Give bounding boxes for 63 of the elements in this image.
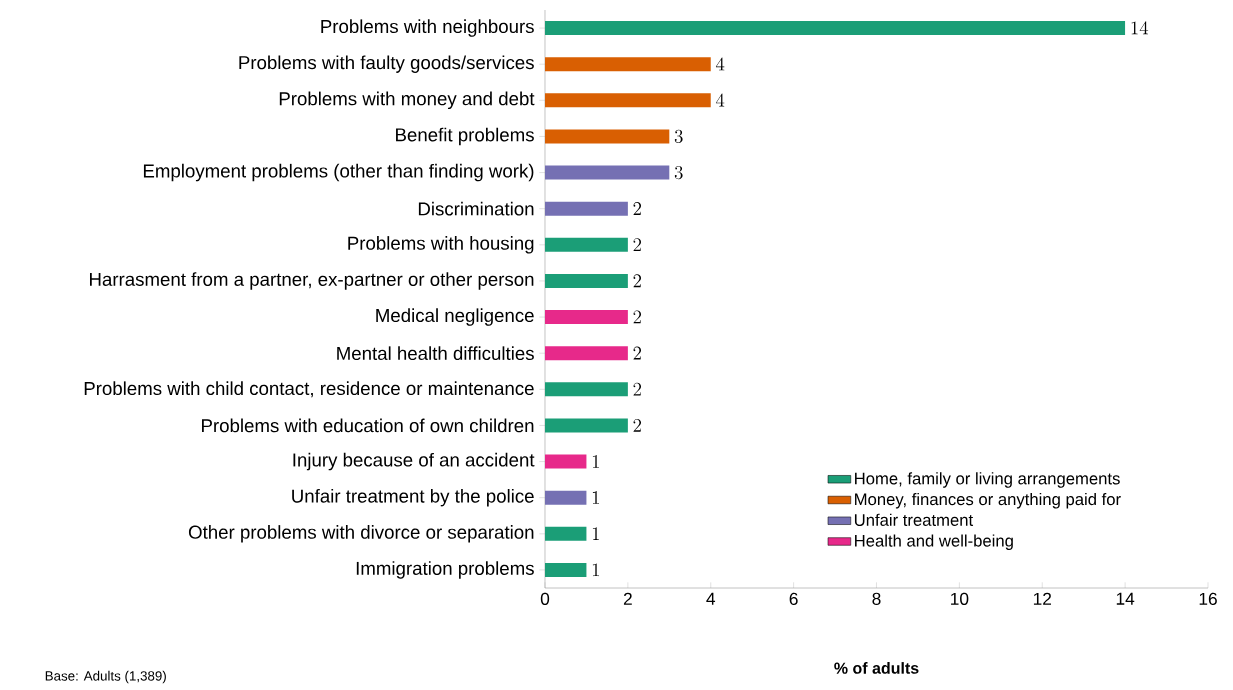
bar [545,129,670,144]
data-label: 4 [715,93,725,107]
legend-label: Money, finances or anything paid for [855,492,1121,509]
data-label: 1 [592,491,600,504]
data-label: 1 [592,455,600,468]
bar [545,526,587,541]
bar [545,310,628,325]
bar [545,346,628,361]
x-tick-label: 8 [872,592,881,605]
data-label: 2 [633,418,642,432]
x-tick-label: 16 [1199,592,1217,605]
y-tick-label: Harrasment from a partner, ex-partner or other person [90,272,534,290]
bar [545,562,587,577]
data-label: 2 [633,346,642,360]
text: Base: Adults (1,389) [45,670,166,684]
data-label: 14 [1131,21,1149,35]
x-tick-label: 2 [623,592,632,605]
bar [545,57,711,72]
data-label: 2 [633,274,642,288]
y-tick-label: Benefit problems [396,127,534,146]
y-tick-label: Immigration problems [356,561,534,579]
legend-label: Unfair treatment [854,513,974,526]
x-tick-label: 4 [706,592,716,605]
y-tick-label: Medical negligence [376,308,534,326]
data-label: 2 [633,202,642,215]
x-tick-label: 14 [1116,592,1135,605]
legend-label: Health and well-being [855,534,1013,550]
y-tick-label: Problems with housing [348,236,534,254]
bar [545,273,628,288]
y-tick-label: Injury because of an accident [293,452,535,471]
data-label: 4 [715,57,725,71]
data-label: 1 [592,563,600,577]
data-label: 2 [633,310,642,324]
y-tick-label: Other problems with divorce or separation [188,525,534,543]
data-label: 2 [633,382,642,396]
bar [545,490,587,505]
data-label: 2 [633,238,642,252]
bar [545,418,628,433]
bar [545,454,587,469]
data-label: 3 [674,166,683,180]
y-tick-label: Mental health difficulties [337,346,534,361]
bar [545,165,670,180]
bar [545,201,628,216]
y-tick-label: Problems with money and debt [279,91,535,110]
x-axis-title: % of adults [834,662,919,674]
y-tick-label: Problems with neighbours [321,19,534,37]
x-tick-label: 10 [951,592,969,605]
data-label: 3 [674,129,683,144]
y-tick-label: Problems with faulty goods/services [239,55,534,73]
bar [545,382,628,397]
y-tick-label: Employment problems (other than finding work) [143,163,534,182]
legend-label: Home, family or living arrangements [855,472,1120,488]
y-tick-label: Unfair treatment by the police [292,488,534,507]
y-tick-label: Problems with child contact, residence or maintenance [84,381,534,398]
y-tick-label: Discrimination [418,201,534,216]
data-label: 1 [592,527,600,541]
x-tick-label: 12 [1033,592,1052,605]
x-tick-label: 6 [789,592,798,605]
bar [545,93,711,108]
x-tick-label: 0 [540,592,550,605]
y-tick-label: Problems with education of own children [202,418,534,433]
bar [545,237,628,252]
bar [545,21,1126,36]
